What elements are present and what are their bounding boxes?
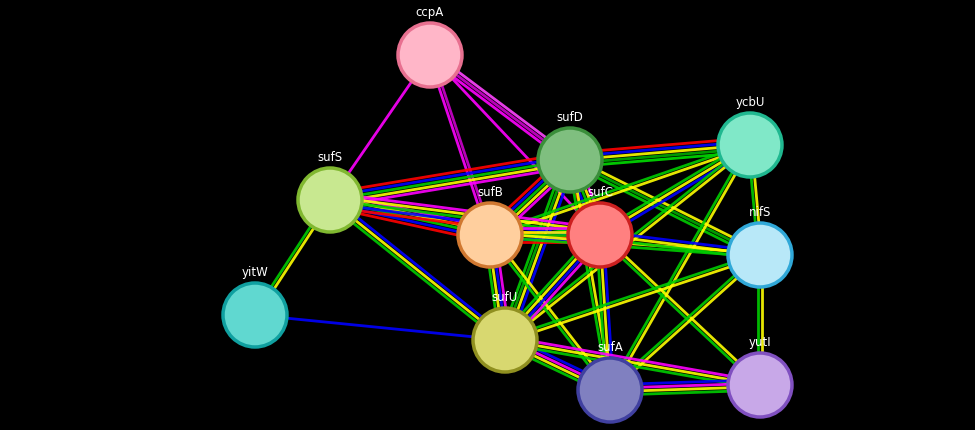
Text: ycbU: ycbU bbox=[735, 96, 764, 109]
Text: nifS: nifS bbox=[749, 206, 771, 219]
Text: sufC: sufC bbox=[587, 186, 613, 199]
Text: yutI: yutI bbox=[749, 336, 771, 349]
Circle shape bbox=[578, 358, 642, 422]
Circle shape bbox=[398, 23, 462, 87]
Circle shape bbox=[223, 283, 287, 347]
Text: sufB: sufB bbox=[477, 186, 503, 199]
Text: ccpA: ccpA bbox=[416, 6, 445, 19]
Text: sufU: sufU bbox=[491, 291, 518, 304]
Text: sufS: sufS bbox=[318, 151, 342, 164]
Circle shape bbox=[728, 223, 792, 287]
Text: sufA: sufA bbox=[597, 341, 623, 354]
Circle shape bbox=[538, 128, 602, 192]
Circle shape bbox=[473, 308, 537, 372]
Text: sufD: sufD bbox=[557, 111, 583, 124]
Circle shape bbox=[298, 168, 362, 232]
Circle shape bbox=[568, 203, 632, 267]
Circle shape bbox=[728, 353, 792, 417]
Circle shape bbox=[718, 113, 782, 177]
Circle shape bbox=[458, 203, 522, 267]
Text: yitW: yitW bbox=[242, 266, 268, 279]
